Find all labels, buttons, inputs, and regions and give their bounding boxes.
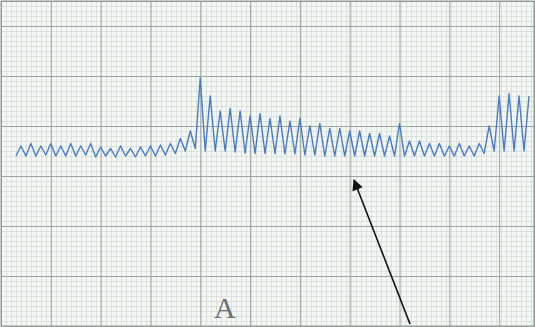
y-axis-line [2, 2, 535, 327]
x-tick [449, 1, 450, 326]
y-tick [1, 176, 534, 177]
trace-line [16, 78, 529, 157]
x-tick [300, 1, 301, 326]
x-grid-line [350, 1, 351, 326]
annotation: A [214, 291, 236, 324]
x-grid-line [250, 1, 251, 326]
x-axis [2, 1, 535, 327]
y-tick [1, 226, 534, 227]
x-tick [350, 1, 351, 326]
x-grid-line [499, 1, 500, 326]
x-tick [51, 1, 52, 326]
y-grid-line [1, 76, 534, 77]
x-grid-line [300, 1, 301, 326]
x-tick [250, 1, 251, 326]
y-grid-line [1, 26, 534, 27]
x-grid-line [101, 1, 102, 326]
y-grid-line [1, 126, 534, 127]
pointer-arrow [354, 180, 410, 324]
grid-paper [1, 1, 534, 326]
x-tick [200, 1, 201, 326]
y-axis [1, 2, 534, 327]
x-tick [400, 1, 401, 326]
y-grid-line [1, 226, 534, 227]
plot-area [16, 78, 529, 157]
x-tick [499, 1, 500, 326]
y-tick [1, 76, 534, 77]
y-tick [1, 276, 534, 277]
x-grid-line [150, 1, 151, 326]
chart: A [0, 0, 535, 327]
y-tick [1, 126, 534, 127]
x-grid-line [400, 1, 401, 326]
x-axis-line [2, 1, 535, 327]
x-grid-line [51, 1, 52, 326]
x-grid-line [200, 1, 201, 326]
x-grid-line [449, 1, 450, 326]
y-grid-line [1, 176, 534, 177]
y-tick [1, 26, 534, 27]
y-grid-line [1, 276, 534, 277]
x-tick [150, 1, 151, 326]
plot-frame [1, 1, 534, 326]
x-tick [101, 1, 102, 326]
